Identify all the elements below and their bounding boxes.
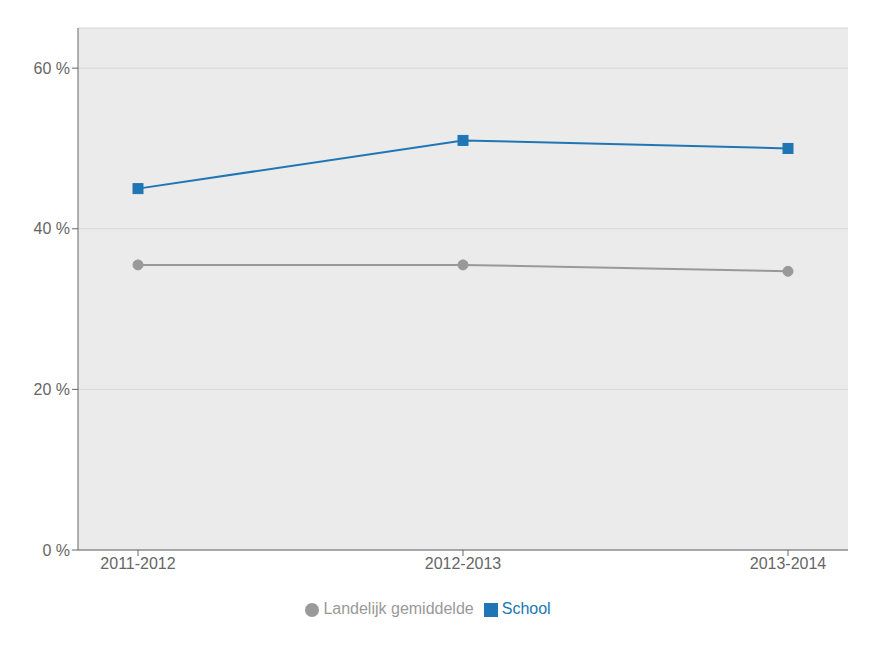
svg-text:60 %: 60 % [34,60,70,77]
svg-text:20 %: 20 % [34,381,70,398]
html-text:School: School [501,600,551,617]
svg-text:2013-2014: 2013-2014 [750,555,827,572]
svg-text:40 %: 40 % [34,220,70,237]
svg-text:0 %: 0 % [42,542,70,559]
svg-text:2012-2013: 2012-2013 [425,555,502,572]
svg-text:2011-2012: 2011-2012 [100,555,175,572]
html-text:Landelijk gemiddelde: Landelijk gemiddelde [323,600,474,617]
